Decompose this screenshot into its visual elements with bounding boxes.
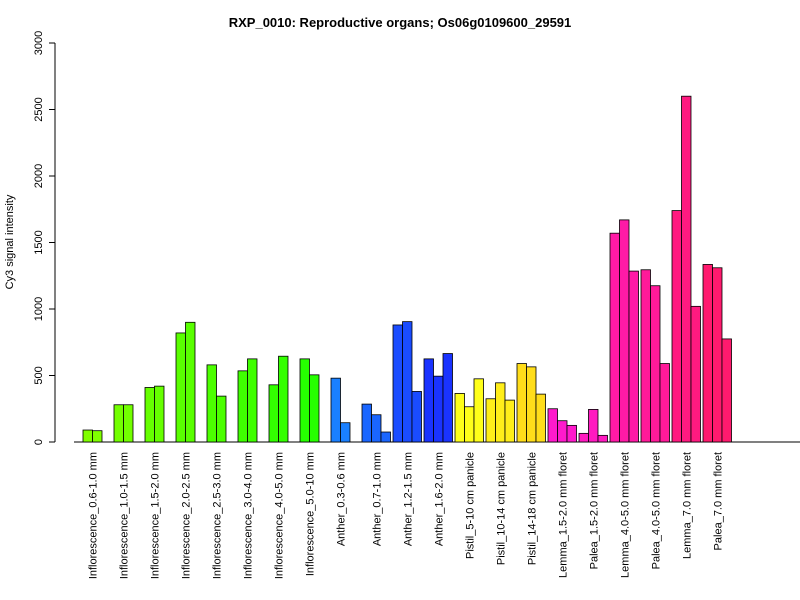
x-tick-label: Anther_1.2-1.5 mm [402, 452, 414, 546]
bar [516, 363, 527, 443]
bar [681, 95, 692, 443]
bar [671, 210, 682, 443]
x-tick-label: Lemma_7.0 mm floret [681, 452, 693, 559]
bar [504, 399, 515, 443]
bar [442, 353, 453, 443]
bar [588, 409, 599, 443]
x-tick-label: Pistil_5-10 cm panicle [464, 452, 476, 559]
x-tick-label: Lemma_1.5-2.0 mm floret [557, 452, 569, 578]
bar [557, 420, 568, 443]
y-tick-label: 500 [33, 366, 45, 384]
bar [309, 374, 320, 443]
bar [330, 377, 341, 443]
x-tick-label: Palea_7.0 mm floret [712, 452, 724, 550]
x-tick-labels: Inflorescence_0.6-1.0 mm Inflorescence_1.… [88, 452, 725, 579]
y-tick-label: 1500 [33, 230, 45, 254]
bar [535, 393, 546, 443]
bar [619, 219, 630, 443]
bar [144, 387, 155, 443]
x-tick-label: Lemma_4.0-5.0 mm floret [619, 452, 631, 578]
bar [566, 424, 577, 443]
chart-title: RXP_0010: Reproductive organs; Os06g0109… [229, 15, 572, 30]
x-tick-label: Pistil_14-18 cm panicle [526, 452, 538, 565]
y-tick-label: 2500 [33, 97, 45, 121]
y-tick-label: 1000 [33, 297, 45, 321]
x-tick-label: Inflorescence_2.5-3.0 mm [212, 452, 224, 579]
bar [113, 404, 124, 443]
bar [371, 414, 382, 443]
bar [464, 406, 475, 443]
bar [402, 321, 413, 443]
bar [340, 422, 351, 443]
bar [526, 366, 537, 443]
bar [175, 332, 186, 443]
bar [547, 408, 558, 443]
bars-group [82, 95, 732, 443]
bar [411, 391, 422, 443]
x-tick-label: Palea_1.5-2.0 mm floret [588, 452, 600, 569]
x-tick-label: Inflorescence_1.0-1.5 mm [119, 452, 131, 579]
bar [380, 431, 391, 443]
bar [702, 264, 713, 443]
bar [473, 378, 484, 443]
x-tick-label: Inflorescence_5.0-10 mm [305, 452, 317, 576]
x-tick-label: Inflorescence_0.6-1.0 mm [88, 452, 100, 579]
bar [92, 430, 103, 443]
bar [185, 321, 196, 443]
bar [216, 395, 227, 443]
bar [659, 363, 670, 443]
bar [206, 364, 217, 443]
bar [299, 358, 310, 443]
y-axis: 0 500 1000 1500 2000 2500 3000 [33, 31, 56, 445]
bar [721, 338, 732, 443]
bar [392, 324, 403, 443]
bar [578, 432, 589, 443]
bar [712, 267, 723, 443]
bar [278, 355, 289, 443]
bar [247, 358, 258, 443]
bar [495, 382, 506, 443]
bar [454, 393, 465, 443]
x-tick-label: Pistil_10-14 cm panicle [495, 452, 507, 565]
y-axis-label: Cy3 signal intensity [4, 194, 16, 289]
bar [640, 269, 651, 443]
x-tick-label: Anther_0.7-1.0 mm [371, 452, 383, 546]
bar [361, 403, 372, 443]
x-tick-label: Inflorescence_4.0-5.0 mm [274, 452, 286, 579]
x-tick-label: Inflorescence_1.5-2.0 mm [150, 452, 162, 579]
bar [433, 375, 444, 443]
y-tick-label: 0 [33, 439, 45, 445]
x-tick-label: Inflorescence_3.0-4.0 mm [243, 452, 255, 579]
bar [650, 285, 661, 443]
bar [597, 434, 608, 443]
bar [82, 429, 93, 443]
y-tick-label: 2000 [33, 164, 45, 188]
bar [485, 398, 496, 443]
bar [154, 385, 165, 443]
x-tick-label: Inflorescence_2.0-2.5 mm [181, 452, 193, 579]
bar [690, 305, 701, 443]
x-tick-label: Palea_4.0-5.0 mm floret [650, 452, 662, 569]
bar [609, 232, 620, 443]
x-tick-label: Anther_1.6-2.0 mm [433, 452, 445, 546]
bar [423, 358, 434, 443]
x-tick-label: Anther_0.3-0.6 mm [336, 452, 348, 546]
y-tick-label: 3000 [33, 31, 45, 55]
bar [628, 270, 639, 443]
bar [237, 370, 248, 443]
bar [123, 404, 134, 443]
bar [268, 384, 279, 443]
